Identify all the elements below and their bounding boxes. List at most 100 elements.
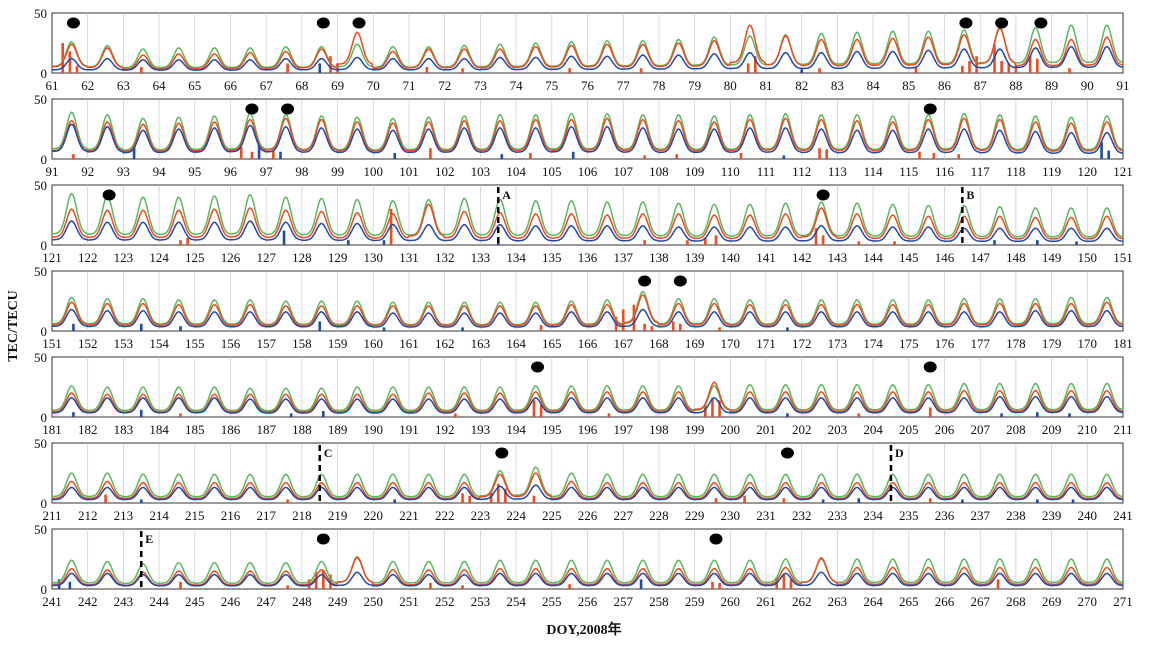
x-tick-label: 75 [545,78,558,93]
blue-bar [322,411,325,417]
event-label: E [145,532,153,546]
x-tick-label: 177 [970,336,990,351]
red-bar [782,498,786,503]
blue-bar [1107,150,1111,159]
storm-marker-dot [959,17,973,29]
red-bar [818,148,821,159]
blue-bar [786,413,789,417]
red-bar [139,67,143,73]
x-tick-label: 61 [46,78,59,93]
x-tick-label: 199 [685,422,705,437]
red-bar [639,68,643,73]
x-tick-label: 118 [1006,164,1025,179]
x-tick-label: 269 [1042,594,1062,609]
x-tick-label: 131 [399,250,419,265]
x-tick-label: 133 [471,250,491,265]
storm-marker-dot [638,275,652,287]
blue-bar [393,499,397,503]
x-tick-label: 175 [899,336,919,351]
y-tick-label: 0 [41,152,48,167]
red-bar [186,237,189,245]
x-tick-label: 156 [221,336,241,351]
y-tick-label: 0 [41,582,48,597]
x-tick-label: 79 [688,78,701,93]
x-tick-label: 263 [828,594,848,609]
x-tick-label: 122 [78,250,98,265]
x-tick-label: 210 [1078,422,1098,437]
x-tick-label: 197 [613,422,633,437]
red-bar [932,153,936,159]
x-tick-label: 78 [652,78,665,93]
red-bar [496,483,500,503]
x-tick-label: 234 [863,508,883,523]
x-tick-label: 117 [971,164,991,179]
x-tick-label: 253 [471,594,491,609]
x-tick-label: 154 [149,336,169,351]
x-tick-label: 176 [935,336,955,351]
x-tick-label: 140 [721,250,741,265]
storm-marker-dot [923,103,937,115]
x-tick-label: 87 [974,78,988,93]
x-tick-label: 65 [188,78,201,93]
x-tick-label: 149 [1042,250,1062,265]
x-tick-label: 222 [435,508,455,523]
x-tick-label: 238 [1006,508,1026,523]
series-green-line [52,192,1124,238]
blue-bar [279,151,282,159]
red-bar [814,228,818,245]
blue-bar [1036,240,1039,245]
x-tick-label: 181 [1113,336,1133,351]
x-tick-label: 73 [474,78,487,93]
blue-bar [72,412,75,417]
x-tick-label: 100 [364,164,384,179]
x-tick-label: 248 [292,594,312,609]
blue-bar [857,498,861,503]
storm-marker-dot [995,17,1009,29]
x-tick-label: 144 [863,250,883,265]
y-tick-label: 50 [34,92,47,107]
red-bar [857,241,861,245]
red-bar [718,583,721,589]
x-tick-label: 97 [260,164,274,179]
red-bar [1007,63,1011,73]
x-tick-label: 91 [46,164,59,179]
x-tick-label: 244 [149,594,169,609]
red-bar [714,498,718,503]
blue-bar [257,144,261,159]
x-tick-label: 165 [542,336,562,351]
series-red-line [52,557,1124,587]
y-tick-label: 0 [41,324,48,339]
x-tick-label: 168 [649,336,669,351]
y-tick-label: 50 [34,178,47,193]
blue-bar [132,147,136,159]
chart-panel-6: 0 50 211 212 213 214 215 216 217 218 219 220 221 222 2… [34,436,1133,523]
y-tick-label: 50 [34,522,47,537]
series-red-line [51,24,1124,70]
event-label: A [502,188,511,202]
storm-marker-dot [102,189,116,201]
red-bar [825,149,828,159]
x-tick-label: 231 [756,508,776,523]
x-tick-label: 162 [435,336,455,351]
x-tick-label: 223 [471,508,491,523]
storm-marker-dot [709,533,723,545]
red-bar [821,235,825,245]
x-tick-label: 173 [828,336,848,351]
y-tick-label: 50 [34,264,47,279]
x-tick-label: 147 [970,250,990,265]
red-bar [1000,61,1003,73]
red-bar [454,413,457,417]
x-tick-label: 101 [399,164,419,179]
red-bar [679,323,682,331]
x-tick-label: 128 [292,250,312,265]
series-blue-line [52,395,1124,414]
storm-marker-dot [816,189,830,201]
x-tick-label: 218 [292,508,312,523]
blue-bar [782,155,786,159]
red-bar [461,585,464,589]
red-bar [72,154,75,159]
x-tick-label: 113 [828,164,847,179]
red-bar [539,405,543,417]
x-tick-label: 151 [1113,250,1133,265]
x-tick-label: 250 [364,594,384,609]
